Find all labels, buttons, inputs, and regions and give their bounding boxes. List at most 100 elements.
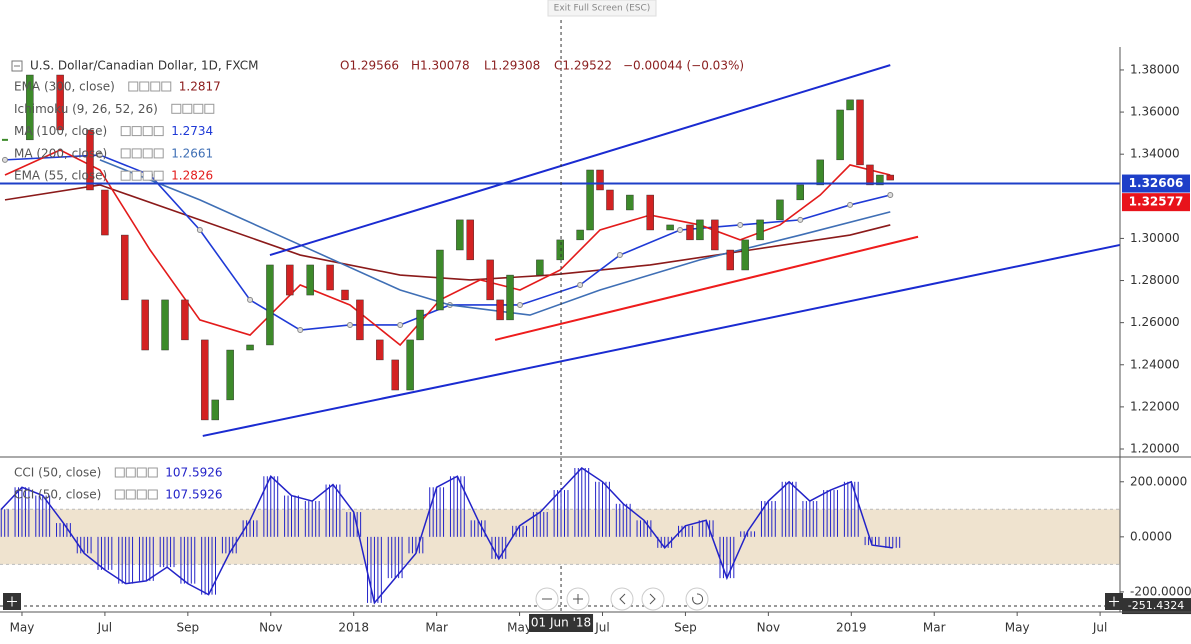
candle [416,309,424,341]
indicator-name: MA (200, close) [14,146,107,160]
candle [326,264,334,291]
x-tick-label: May [1005,621,1030,635]
candle [391,359,399,391]
price-label-box [1122,193,1190,212]
candle [756,219,764,241]
indicator-button [142,126,153,137]
x-tick-label: May [10,621,35,635]
ma-dot [1,156,8,163]
indicator-button [114,489,125,500]
x-tick-label: May [507,621,532,635]
candle [141,299,149,351]
x-tick-label: Jul [1092,621,1107,635]
y-tick-label: 0.0000 [1130,529,1172,543]
candle [26,74,34,141]
candle [506,274,514,321]
indicator-value: 1.2661 [171,146,213,160]
price-label: 1.32606 [1129,176,1184,190]
candle [286,264,294,296]
cci-band [0,509,1120,565]
y-tick-label: 1.26000 [1130,315,1180,329]
indicator-value: 107.5926 [165,488,222,502]
ohlc-close: C1.29522 [554,59,612,73]
candle [101,189,109,236]
y-tick-label: 1.28000 [1130,273,1180,287]
y-tick-label: 1.20000 [1130,441,1180,455]
candle [201,339,209,421]
indicator-name: CCI (50, close) [14,488,101,502]
candle [846,99,854,111]
ma-dot [196,226,203,233]
ma-dot [887,192,894,199]
ma-dot [247,296,254,303]
ma-dot [616,252,623,259]
crosshair-value-label: -251.4324 [1128,599,1184,612]
indicator-button [120,126,131,137]
moving-average-line [4,184,891,281]
x-tick-label: 2019 [836,621,867,635]
candle [466,219,474,261]
indicator-button [153,170,164,181]
price-label: 1.32577 [1129,195,1184,209]
indicator-name: EMA (55, close) [14,169,107,183]
exit-fullscreen-label: Exit Full Screen (ESC) [554,4,651,14]
x-tick-label: 2018 [338,621,369,635]
plus-icon [573,594,583,604]
candle [776,199,784,221]
candle [856,99,864,166]
indicator-name: CCI (50, close) [14,466,101,480]
reset-button[interactable] [685,587,709,611]
cci-line [0,467,893,605]
indicator-button [171,103,182,114]
y-tick-label: -200.0000 [1130,584,1191,598]
candle [606,189,614,211]
right-icon [649,593,656,605]
candle [886,174,894,181]
candle [711,219,719,251]
x-tick-label: Jul [594,621,609,635]
scroll-left-button[interactable] [610,587,634,611]
ohlc-low: L1.29308 [484,59,540,73]
indicator-button [120,148,131,159]
indicator-value: 1.2817 [179,80,221,94]
y-tick-label: 1.30000 [1130,231,1180,245]
ohlc-open: O1.29566 [340,59,399,73]
candle [666,224,674,231]
candle [121,234,129,301]
candle [596,169,604,191]
indicator-value: 1.2826 [171,169,213,183]
indicator-name: Ichimoku (9, 26, 52, 26) [14,102,158,116]
indicator-button [142,148,153,159]
y-tick-label: 1.22000 [1130,399,1180,413]
indicator-button [153,148,164,159]
indicator-button [142,170,153,181]
candle [586,169,594,231]
candle [866,164,874,186]
y-tick-label: 1.38000 [1130,62,1180,76]
trendline [202,243,1121,437]
navigation-buttons [3,587,1123,611]
ma-dot [346,321,353,328]
collapse-icon[interactable] [11,60,23,72]
price-label-box [1122,174,1190,193]
exit-fullscreen-button[interactable] [547,0,657,17]
reset-icon [692,593,704,605]
indicator-button [139,81,150,92]
trendline [494,235,919,341]
indicator-button [147,489,158,500]
indicator-button [136,489,147,500]
plus-icon [7,596,17,607]
candle [876,174,884,186]
candle [796,184,804,201]
x-tick-label: Jul [97,621,112,635]
candle [536,259,544,276]
scroll-right-button[interactable] [641,587,665,611]
indicator-button [125,489,136,500]
indicator-button [153,126,164,137]
indicator-button [131,170,142,181]
candle [646,194,654,231]
ma-dot [516,301,523,308]
crosshair-date-label: 01 Jun '18 [531,616,591,630]
candle [486,259,494,301]
